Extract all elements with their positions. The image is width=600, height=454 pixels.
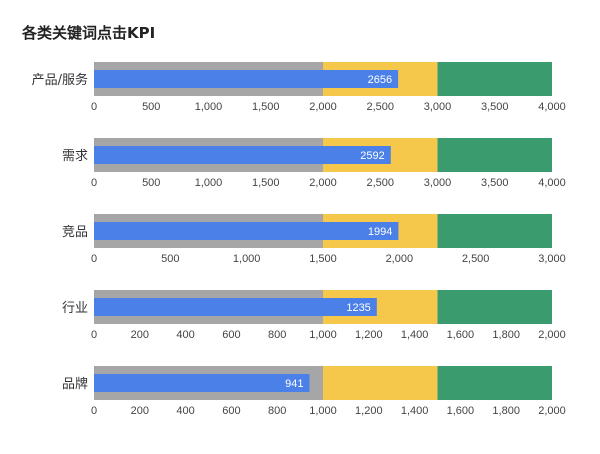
x-tick-label: 1,500 [252,101,280,113]
x-tick-label: 4,000 [538,101,566,113]
category-label: 需求 [62,149,88,164]
x-tick-label: 1,800 [492,329,520,341]
x-tick-label: 400 [176,329,194,341]
x-tick-label: 0 [91,329,97,341]
x-tick-label: 600 [222,405,240,417]
value-label: 1235 [346,302,370,314]
category-label: 品牌 [62,376,88,392]
x-tick-label: 1,000 [309,405,337,417]
x-tick-label: 2,000 [309,101,337,113]
measure-bar [94,222,399,240]
x-tick-label: 1,400 [401,329,429,341]
value-label: 941 [285,378,303,390]
x-tick-label: 3,000 [424,177,452,189]
x-tick-label: 1,500 [252,177,280,189]
x-tick-label: 2,500 [366,101,394,113]
range-band [437,138,552,172]
value-label: 1994 [368,226,392,238]
x-tick-label: 0 [91,253,97,265]
x-tick-label: 1,400 [401,405,429,417]
x-tick-label: 1,000 [195,101,223,113]
x-tick-label: 2,000 [309,177,337,189]
x-tick-label: 1,800 [492,405,520,417]
range-band [437,62,552,96]
category-label: 产品/服务 [32,72,88,88]
x-tick-label: 200 [131,329,149,341]
measure-bar [94,70,399,88]
range-band [437,366,552,400]
x-tick-label: 400 [176,405,194,417]
category-label: 竞品 [62,224,88,240]
range-band [437,214,552,248]
x-tick-label: 1,600 [447,405,475,417]
x-tick-label: 2,000 [538,405,566,417]
x-tick-label: 3,000 [538,253,566,265]
x-tick-label: 2,500 [462,253,490,265]
x-tick-label: 0 [91,101,97,113]
x-tick-label: 1,500 [309,253,337,265]
x-tick-label: 0 [91,405,97,417]
chart-title: 各类关键词点击KPI [22,24,156,42]
category-label: 行业 [62,301,88,316]
x-tick-label: 4,000 [538,177,566,189]
x-tick-label: 500 [142,177,160,189]
x-tick-label: 0 [91,177,97,189]
x-tick-label: 1,000 [195,177,223,189]
x-tick-label: 2,000 [538,329,566,341]
x-tick-label: 3,500 [481,177,509,189]
x-tick-label: 500 [161,253,179,265]
x-tick-label: 2,500 [366,177,394,189]
x-tick-label: 3,500 [481,101,509,113]
range-band [437,290,552,324]
x-tick-label: 200 [131,405,149,417]
x-tick-label: 600 [222,329,240,341]
x-tick-label: 1,600 [447,329,475,341]
measure-bar [94,298,377,316]
x-tick-label: 1,200 [355,329,383,341]
x-tick-label: 2,000 [386,253,414,265]
x-tick-label: 1,000 [309,329,337,341]
measure-bar [94,146,391,164]
x-tick-label: 800 [268,405,286,417]
x-tick-label: 1,000 [233,253,261,265]
value-label: 2592 [360,150,384,162]
x-tick-label: 1,200 [355,405,383,417]
range-band [323,366,438,400]
value-label: 2656 [368,74,392,86]
measure-bar [94,374,310,392]
x-tick-label: 3,000 [424,101,452,113]
x-tick-label: 500 [142,101,160,113]
x-tick-label: 800 [268,329,286,341]
